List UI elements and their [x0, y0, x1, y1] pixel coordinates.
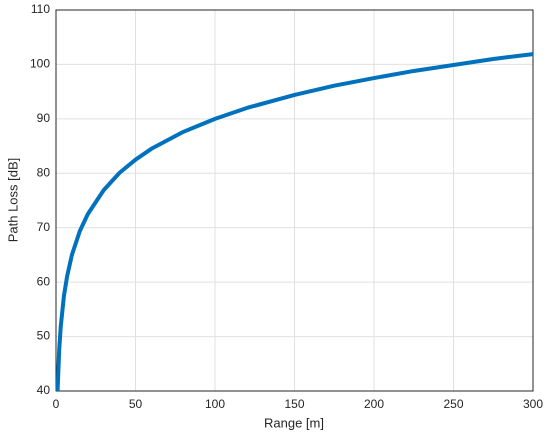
- x-tick-label: 300: [523, 397, 543, 411]
- x-tick-label: 100: [205, 397, 225, 411]
- y-tick-label: 100: [30, 57, 50, 71]
- line-series: [55, 52, 534, 392]
- x-tick-label: 50: [129, 397, 143, 411]
- y-tick-label: 40: [37, 383, 51, 397]
- y-axis-label: Path Loss [dB]: [5, 158, 20, 243]
- y-tick-label: 70: [37, 220, 51, 234]
- y-tick-label: 60: [37, 274, 51, 288]
- y-tick-label: 50: [37, 329, 51, 343]
- y-tick-label: 80: [37, 165, 51, 179]
- x-tick-label: 0: [53, 397, 60, 411]
- y-tick-label: 110: [31, 2, 50, 16]
- x-axis-label: Range [m]: [264, 415, 324, 430]
- x-tick-label: 200: [364, 397, 384, 411]
- plot-frame: [55, 9, 534, 392]
- x-tick-label: 250: [443, 397, 463, 411]
- x-tick-label: 150: [284, 397, 304, 411]
- y-tick-label: 90: [37, 111, 51, 125]
